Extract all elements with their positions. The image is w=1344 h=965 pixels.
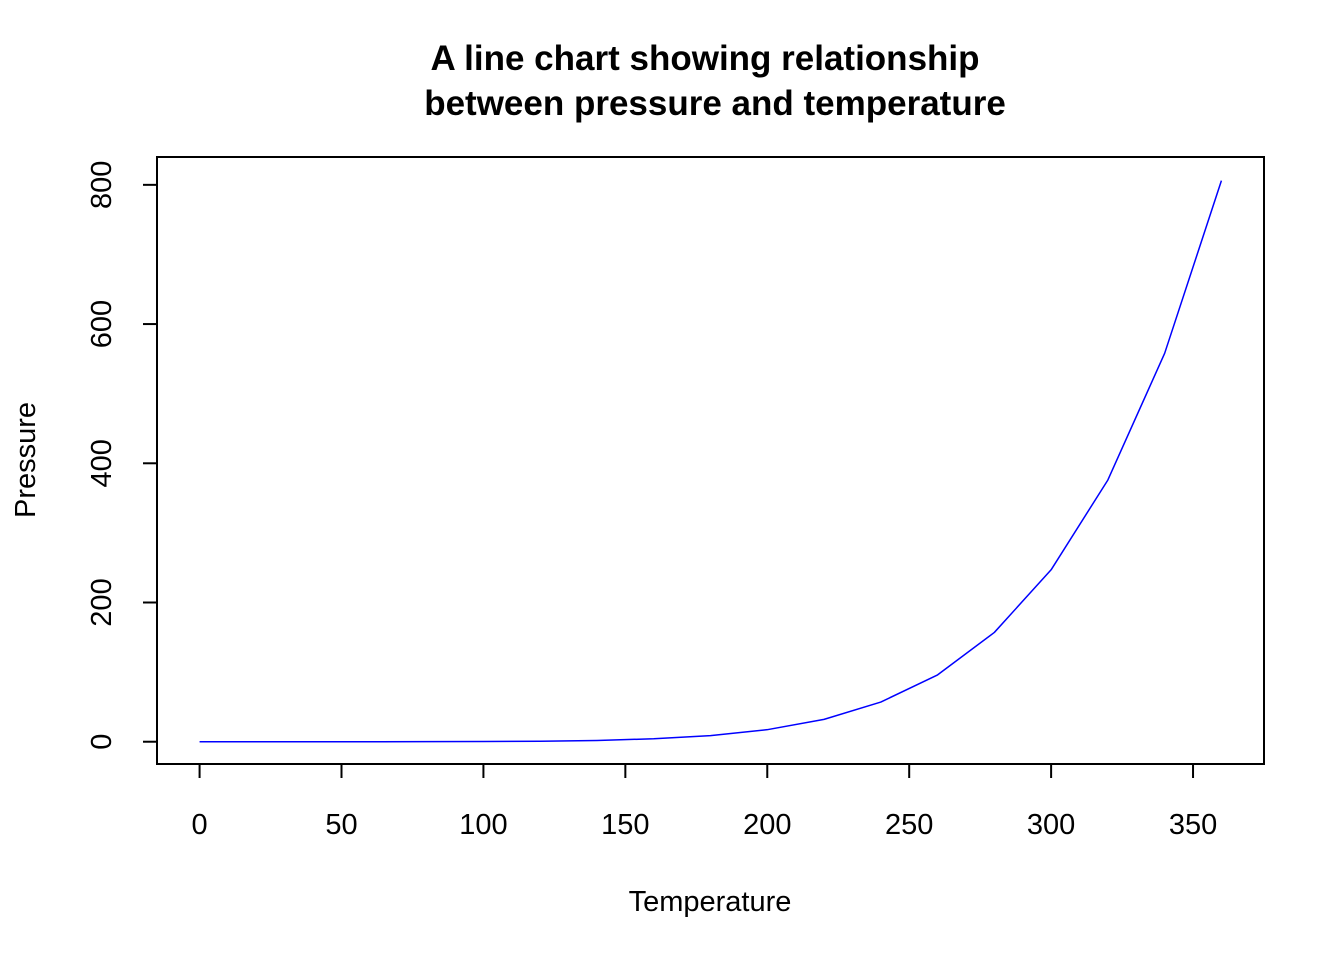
data-point: [1051, 569, 1052, 570]
data-point: [1164, 353, 1165, 354]
x-tick-label: 200: [743, 809, 791, 841]
chart-title-line-2: between pressure and temperature: [424, 84, 1006, 123]
x-tick-label: 100: [459, 809, 507, 841]
data-point: [199, 741, 200, 742]
data-point: [1107, 479, 1108, 480]
data-point: [596, 740, 597, 741]
y-tick-label: 0: [86, 734, 118, 750]
plot-frame: [156, 156, 1265, 765]
x-axis: 0 50 100 150 200 250 300 350: [192, 763, 1217, 841]
x-tick-label: 350: [1169, 809, 1217, 841]
series-layer: [199, 180, 1223, 743]
data-point: [937, 674, 938, 675]
y-axis: 0 200 400 600 800: [86, 161, 158, 750]
x-tick-label: 250: [885, 809, 933, 841]
x-tick-label: 50: [325, 809, 357, 841]
x-tick-label: 150: [601, 809, 649, 841]
y-tick-label: 400: [86, 439, 118, 487]
data-point: [256, 741, 257, 742]
data-point: [540, 741, 541, 742]
data-point: [426, 741, 427, 742]
x-tick-label: 300: [1027, 809, 1075, 841]
chart-title-line-1: A line chart showing relationship: [430, 39, 979, 78]
data-point: [880, 701, 881, 702]
data-point: [823, 719, 824, 720]
data-point: [653, 738, 654, 739]
data-point: [369, 741, 370, 742]
y-tick-label: 200: [86, 578, 118, 626]
data-point: [313, 741, 314, 742]
y-tick-label: 800: [86, 161, 118, 209]
x-axis-title: Temperature: [629, 886, 792, 918]
data-point: [1221, 180, 1222, 181]
x-tick-label: 0: [192, 809, 208, 841]
data-point: [767, 729, 768, 730]
data-point: [483, 741, 484, 742]
y-axis-title: Pressure: [10, 402, 42, 518]
data-point: [994, 632, 995, 633]
series-line-0: [199, 180, 1223, 743]
data-point: [710, 735, 711, 736]
y-tick-label: 600: [86, 300, 118, 348]
